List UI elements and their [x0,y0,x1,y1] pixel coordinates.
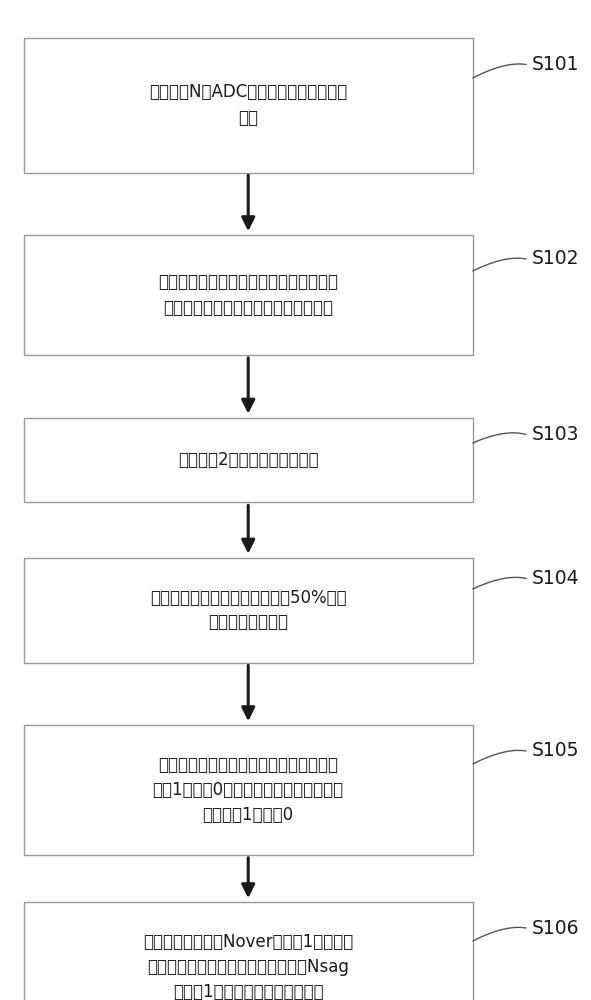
Text: 计算所述最大值与满量程量化值的差值以
及所述最小值与最小量程量化值的差值: 计算所述最大值与满量程量化值的差值以 及所述最小值与最小量程量化值的差值 [158,273,338,316]
Bar [24,235,473,355]
Text: S106: S106 [532,918,579,938]
Bar [24,418,473,502]
Bar [24,37,473,172]
Bar [24,558,473,662]
Bar [24,725,473,855]
Text: 查找连续N个ADC量化值中的最大值和最
小值: 查找连续N个ADC量化值中的最大值和最 小值 [149,84,348,126]
Text: S101: S101 [532,55,579,74]
Text: 当超上限标志连续Nover次都为1时，减小
增益值一个档位，当低下限标志连续Nsag
次都为1时，增大增益值一个档位: 当超上限标志连续Nover次都为1时，减小 增益值一个档位，当低下限标志连续Ns… [143,933,353,1000]
Bar [24,902,473,1000]
Text: S104: S104 [532,569,580,588]
Text: S102: S102 [532,249,579,268]
Text: 计算所述2个差值中较小的一个: 计算所述2个差值中较小的一个 [178,451,319,469]
Text: 计算所述较小的一个差值相对于50%满量
程量化值的相对值: 计算所述较小的一个差值相对于50%满量 程量化值的相对值 [150,588,346,632]
Text: S103: S103 [532,425,579,444]
Text: 当所述相对值大于上限阈值时置超上限标
志为1否则为0，当小于下限阈值时置低下
限标志为1否则为0: 当所述相对值大于上限阈值时置超上限标 志为1否则为0，当小于下限阈值时置低下 限… [152,756,344,824]
Text: S105: S105 [532,742,579,760]
